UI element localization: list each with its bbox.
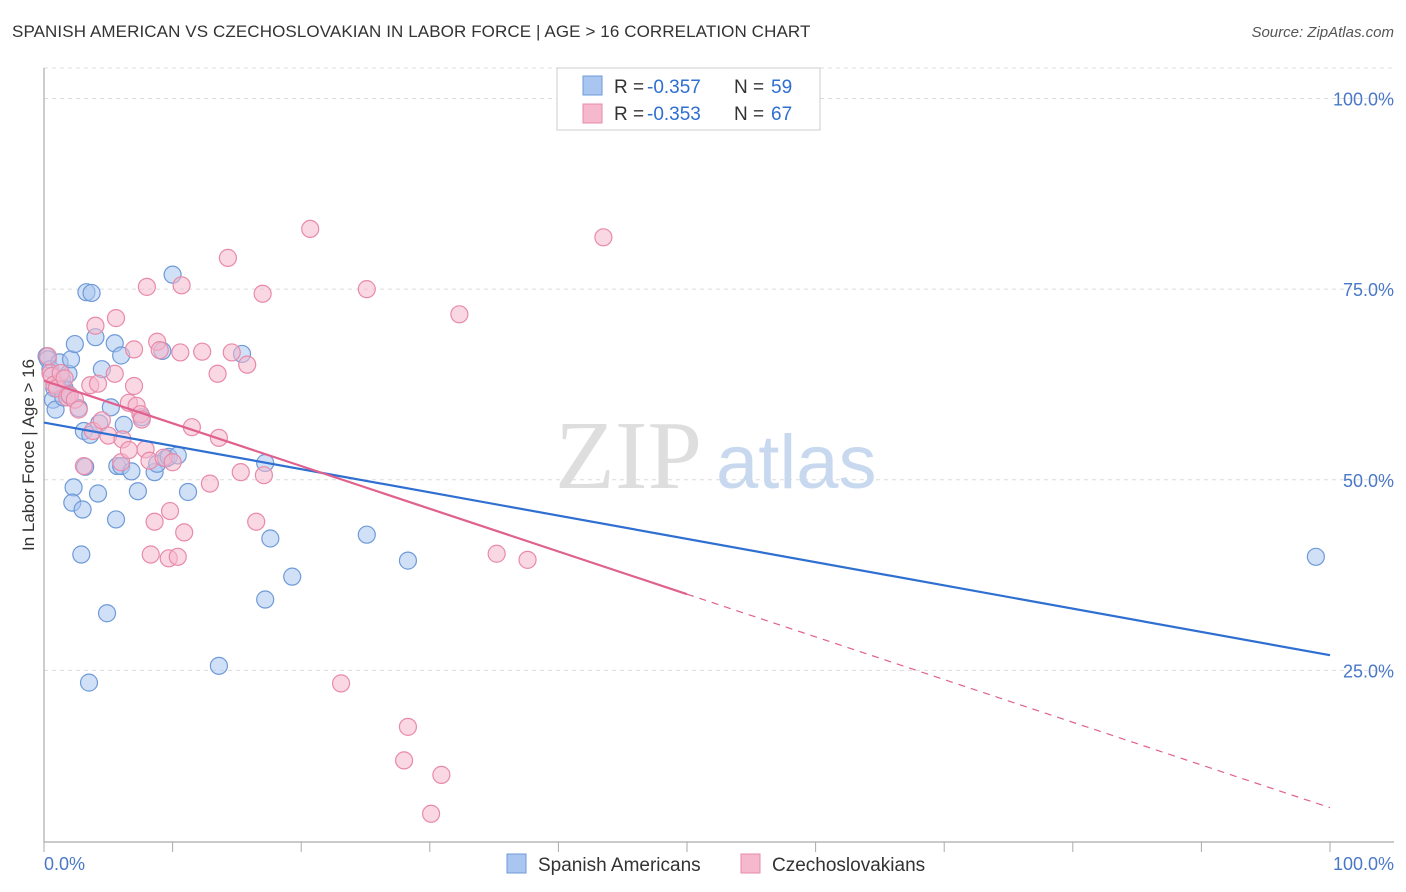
point-czechoslovakian-51 <box>231 463 250 482</box>
point-czechoslovakian-59 <box>394 751 414 770</box>
point-czechoslovakian-15 <box>88 374 108 393</box>
point-czechoslovakian-33 <box>145 512 164 531</box>
point-czechoslovakian-40 <box>168 547 187 566</box>
point-czechoslovakian-55 <box>254 466 274 485</box>
trend-line-extension-1 <box>686 593 1331 809</box>
x-tick-label-min: 0.0% <box>44 854 85 874</box>
point-czechoslovakian-42 <box>172 276 191 295</box>
point-czechoslovakian-57 <box>331 674 351 693</box>
source-label: Source: ZipAtlas.com <box>1251 24 1394 41</box>
chart-title: SPANISH AMERICAN VS CZECHOSLOVAKIAN IN L… <box>12 22 811 41</box>
watermark-zip: ZIP <box>555 402 702 510</box>
legend-bottom-label-pink: Czechoslovakians <box>772 855 925 876</box>
point-spanish-american-54 <box>398 551 418 570</box>
point-czechoslovakian-30 <box>137 277 156 296</box>
legend-swatch-pink <box>582 103 603 124</box>
watermark: ZIP atlas <box>555 402 877 510</box>
legend-n-label-1: N = <box>734 77 764 98</box>
point-czechoslovakian-46 <box>200 474 219 493</box>
point-czechoslovakian-53 <box>247 512 266 531</box>
x-axis-ticks <box>43 842 1331 852</box>
series-czechoslovakians <box>38 219 613 823</box>
point-czechoslovakian-18 <box>105 364 124 383</box>
y-tick-label-100: 100.0% <box>1333 90 1394 110</box>
point-spanish-american-31 <box>106 510 126 529</box>
trend-line-1 <box>43 379 688 596</box>
point-czechoslovakian-39 <box>163 453 182 472</box>
point-czechoslovakian-38 <box>160 501 180 521</box>
trend-lines <box>43 379 1331 809</box>
legend-r-label-2: R = <box>614 104 644 125</box>
point-czechoslovakian-25 <box>124 376 144 396</box>
point-spanish-american-52 <box>283 567 302 586</box>
point-spanish-american-23 <box>82 283 101 303</box>
y-tick-label-50: 50.0% <box>1343 471 1394 491</box>
y-axis-label: In Labor Force | Age > 16 <box>19 359 38 551</box>
point-czechoslovakian-54 <box>253 284 272 303</box>
y-tick-label-25: 25.0% <box>1343 661 1394 681</box>
point-spanish-american-37 <box>128 482 147 501</box>
point-czechoslovakian-16 <box>92 411 111 430</box>
point-czechoslovakian-10 <box>69 400 88 419</box>
point-spanish-american-28 <box>97 604 117 623</box>
legend-bottom-swatch-blue <box>506 853 527 874</box>
legend-r-value-2: -0.353 <box>647 104 701 125</box>
point-spanish-american-13 <box>64 478 83 497</box>
point-czechoslovakian-43 <box>175 523 194 542</box>
y-tick-labels: 25.0% 50.0% 75.0% 100.0% <box>1333 90 1394 682</box>
point-spanish-american-50 <box>261 529 280 548</box>
point-czechoslovakian-62 <box>432 765 451 784</box>
point-czechoslovakian-24 <box>124 340 144 359</box>
point-spanish-american-29 <box>101 398 120 417</box>
point-spanish-american-53 <box>357 525 376 544</box>
legend-r-label-1: R = <box>614 77 644 98</box>
legend-bottom-label-blue: Spanish Americans <box>538 855 701 876</box>
point-spanish-american-47 <box>209 656 228 675</box>
point-czechoslovakian-47 <box>208 364 227 383</box>
legend-stats: R = -0.357 N = 59 R = -0.353 N = 67 <box>556 67 821 131</box>
point-spanish-american-16 <box>72 545 91 564</box>
point-czechoslovakian-23 <box>119 440 138 460</box>
point-spanish-american-21 <box>79 673 99 692</box>
point-spanish-american-12 <box>65 334 84 354</box>
watermark-atlas: atlas <box>716 420 877 505</box>
point-czechoslovakian-64 <box>487 544 506 563</box>
point-spanish-american-25 <box>88 484 108 503</box>
point-czechoslovakian-66 <box>594 228 613 247</box>
point-czechoslovakian-19 <box>106 309 126 328</box>
point-czechoslovakian-11 <box>74 456 93 476</box>
point-czechoslovakian-41 <box>171 343 190 362</box>
y-tick-label-75: 75.0% <box>1343 280 1394 300</box>
point-czechoslovakian-45 <box>193 342 212 361</box>
point-czechoslovakian-65 <box>518 550 537 569</box>
point-spanish-american-51 <box>256 590 275 609</box>
point-czechoslovakian-63 <box>450 305 469 324</box>
trend-line-0 <box>43 421 1331 657</box>
point-czechoslovakian-50 <box>222 343 241 362</box>
point-czechoslovakian-56 <box>301 219 320 239</box>
point-czechoslovakian-49 <box>218 248 237 267</box>
x-tick-label-max: 100.0% <box>1333 854 1394 874</box>
point-spanish-american-17 <box>73 500 92 519</box>
point-czechoslovakian-52 <box>238 355 257 374</box>
point-czechoslovakian-32 <box>141 545 160 564</box>
point-czechoslovakian-58 <box>357 280 376 299</box>
point-czechoslovakian-14 <box>86 316 105 335</box>
point-czechoslovakian-35 <box>150 341 169 360</box>
point-spanish-american-58 <box>1306 547 1325 566</box>
legend-r-value-1: -0.357 <box>647 77 701 98</box>
point-spanish-american-46 <box>178 482 198 502</box>
legend-swatch-blue <box>582 75 603 96</box>
point-czechoslovakian-6 <box>55 369 74 388</box>
legend-series: Spanish Americans Czechoslovakians <box>506 853 925 876</box>
legend-bottom-swatch-pink <box>740 853 761 874</box>
legend-n-label-2: N = <box>734 104 764 125</box>
point-czechoslovakian-0 <box>38 347 57 366</box>
legend-n-value-1: 59 <box>771 77 792 98</box>
legend-n-value-2: 67 <box>771 104 792 125</box>
point-czechoslovakian-61 <box>421 804 441 823</box>
point-czechoslovakian-60 <box>398 717 418 736</box>
